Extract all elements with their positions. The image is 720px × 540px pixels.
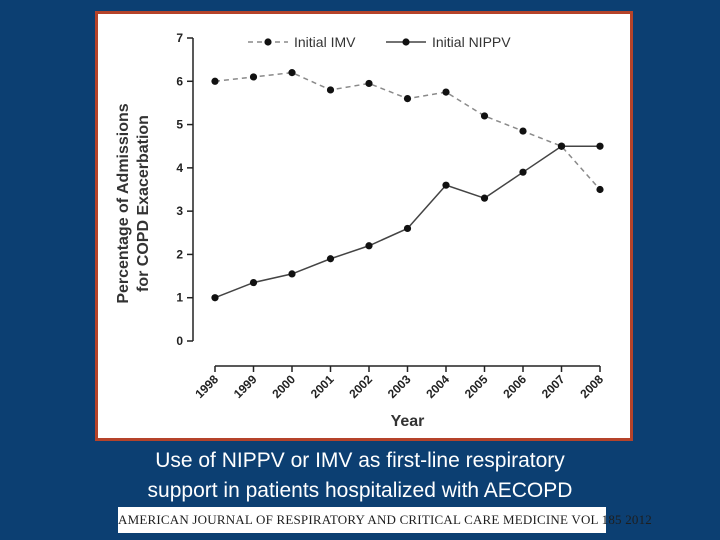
data-point bbox=[211, 77, 219, 85]
legend-label: Initial IMV bbox=[294, 34, 356, 50]
data-point bbox=[442, 181, 450, 189]
caption: Use of NIPPV or IMV as first-line respir… bbox=[0, 446, 720, 506]
caption-line-1: Use of NIPPV or IMV as first-line respir… bbox=[155, 449, 565, 472]
data-point bbox=[288, 270, 296, 278]
data-point bbox=[557, 142, 566, 150]
series-line-initial-nippv bbox=[214, 145, 600, 299]
y-tick-label: 0 bbox=[176, 334, 183, 348]
x-tick-label: 2001 bbox=[308, 372, 337, 401]
y-tick-label: 2 bbox=[176, 247, 183, 261]
x-tick-label: 2004 bbox=[423, 372, 452, 401]
legend-marker bbox=[264, 38, 272, 46]
legend-label: Initial NIPPV bbox=[432, 34, 511, 50]
x-axis-title: Year bbox=[391, 413, 425, 430]
y-tick-label: 7 bbox=[176, 31, 183, 45]
data-point bbox=[326, 255, 335, 263]
x-tick-label: 2007 bbox=[539, 372, 568, 401]
y-axis-title-line-2: for COPD Exacerbation bbox=[135, 115, 152, 292]
y-tick-label: 5 bbox=[176, 118, 183, 132]
data-point bbox=[480, 112, 489, 120]
y-tick-label: 3 bbox=[176, 204, 183, 218]
x-tick-label: 2005 bbox=[462, 372, 491, 401]
x-tick-label: 2003 bbox=[385, 372, 414, 401]
x-tick-label: 1998 bbox=[192, 372, 221, 401]
data-point bbox=[288, 69, 296, 77]
journal-banner: AMERICAN JOURNAL OF RESPIRATORY AND CRIT… bbox=[118, 507, 652, 533]
x-tick-label: 2008 bbox=[577, 372, 606, 401]
y-tick-label: 1 bbox=[176, 291, 183, 305]
y-tick-label: 4 bbox=[176, 161, 183, 175]
y-axis-title-line-1: Percentage of Admissions bbox=[115, 103, 132, 303]
x-tick-label: 2002 bbox=[346, 372, 375, 401]
x-tick-label: 2006 bbox=[500, 372, 529, 401]
data-point bbox=[596, 185, 604, 194]
legend-marker bbox=[402, 38, 410, 46]
data-point bbox=[326, 86, 335, 94]
data-point bbox=[249, 73, 258, 81]
data-point bbox=[596, 142, 604, 150]
chart-frame: 0 1 2 3 4 5 6 7 1998 1999 2000 2001 2002 2003 2004 2005… bbox=[95, 11, 633, 441]
data-point bbox=[403, 224, 412, 233]
data-point bbox=[442, 88, 450, 96]
data-point bbox=[519, 168, 527, 176]
data-point bbox=[249, 278, 258, 287]
x-tick-label: 2000 bbox=[269, 372, 298, 401]
data-point bbox=[403, 95, 412, 103]
data-point bbox=[480, 194, 489, 202]
x-tick-label: 1999 bbox=[231, 372, 260, 401]
line-chart: 0 1 2 3 4 5 6 7 1998 1999 2000 2001 2002 2003 2004 2005… bbox=[115, 31, 606, 430]
caption-line-2: support in patients hospitalized with AE… bbox=[147, 479, 573, 502]
y-tick-label: 6 bbox=[176, 74, 183, 88]
data-point bbox=[365, 242, 373, 250]
data-point bbox=[211, 294, 219, 302]
data-point bbox=[365, 79, 373, 88]
data-point bbox=[519, 127, 527, 135]
series-line-initial-imv bbox=[214, 71, 601, 190]
